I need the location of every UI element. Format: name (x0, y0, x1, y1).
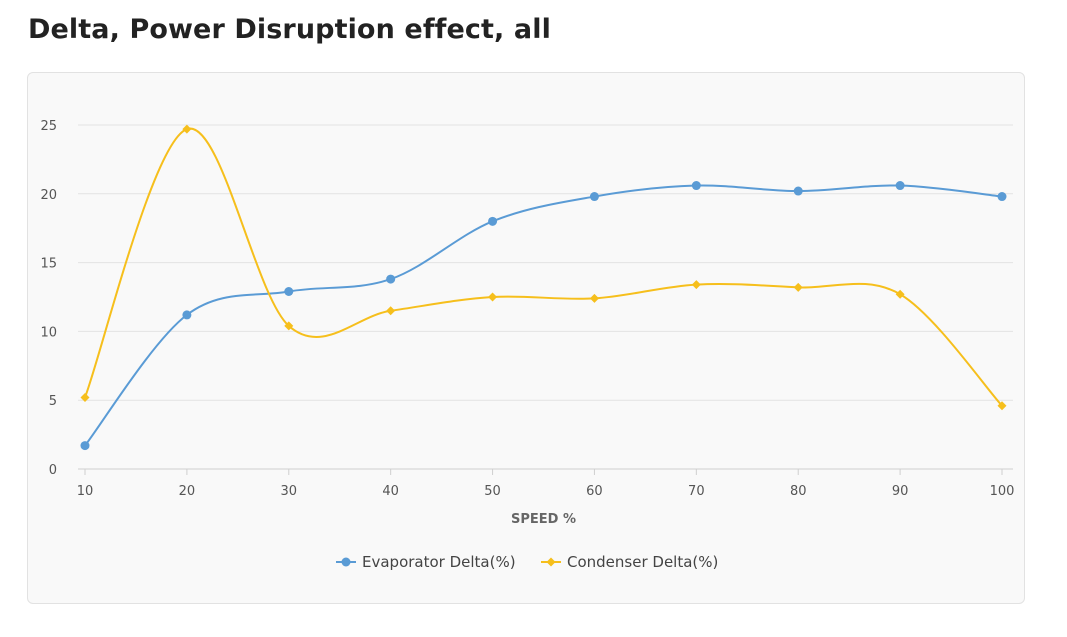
data-point[interactable] (895, 181, 905, 191)
legend-label: Evaporator Delta(%) (362, 553, 516, 571)
x-tick-label: 100 (990, 484, 1015, 499)
chart-card (27, 72, 1025, 604)
legend: Evaporator Delta(%) Condenser Delta(%) (336, 553, 718, 571)
y-tick-label: 15 (40, 257, 57, 272)
legend-marker (546, 557, 556, 567)
data-point[interactable] (284, 286, 294, 296)
x-tick-label: 20 (179, 484, 196, 499)
series-lines (84, 127, 1003, 447)
data-point[interactable] (386, 274, 396, 284)
x-tick-label: 10 (77, 484, 94, 499)
data-point[interactable] (80, 441, 90, 451)
data-point[interactable] (997, 192, 1007, 202)
gridlines (78, 124, 1013, 401)
legend-item[interactable]: Condenser Delta(%) (541, 553, 718, 571)
x-tick-label: 60 (586, 484, 603, 499)
y-tick-label: 10 (40, 325, 57, 340)
series-line-1 (84, 127, 1003, 407)
y-axis-ticks: 0 5 10 15 20 25 (40, 119, 57, 478)
data-point[interactable] (793, 186, 803, 196)
y-tick-label: 20 (40, 188, 57, 203)
x-tick-label: 40 (382, 484, 399, 499)
x-tick-label: 70 (688, 484, 705, 499)
data-point[interactable] (997, 401, 1007, 411)
data-point[interactable] (182, 310, 192, 320)
y-tick-label: 0 (49, 463, 57, 478)
legend-label: Condenser Delta(%) (567, 553, 718, 571)
x-tick-label: 90 (892, 484, 909, 499)
data-point[interactable] (691, 181, 701, 191)
data-point[interactable] (284, 321, 294, 331)
x-axis (78, 468, 1013, 475)
series-markers (80, 124, 1007, 451)
legend-marker (341, 557, 351, 567)
data-point[interactable] (793, 282, 803, 292)
series-line-0 (84, 184, 1003, 447)
data-point[interactable] (182, 124, 192, 134)
data-point[interactable] (386, 306, 396, 316)
x-tick-label: 50 (484, 484, 501, 499)
x-tick-label: 30 (281, 484, 298, 499)
legend-item[interactable]: Evaporator Delta(%) (336, 553, 516, 571)
data-point[interactable] (80, 392, 90, 402)
data-point[interactable] (488, 292, 498, 302)
data-point[interactable] (589, 293, 599, 303)
data-point[interactable] (589, 192, 599, 202)
data-point[interactable] (488, 216, 498, 226)
data-point[interactable] (895, 289, 905, 299)
x-axis-ticks: 10 20 30 40 50 60 70 80 90 100 (77, 484, 1015, 499)
page-title: Delta, Power Disruption effect, all (28, 14, 551, 45)
x-tick-label: 80 (790, 484, 807, 499)
y-tick-label: 25 (40, 119, 57, 134)
data-point[interactable] (691, 280, 701, 290)
x-axis-title: SPEED % (511, 512, 576, 527)
y-tick-label: 5 (49, 394, 57, 409)
